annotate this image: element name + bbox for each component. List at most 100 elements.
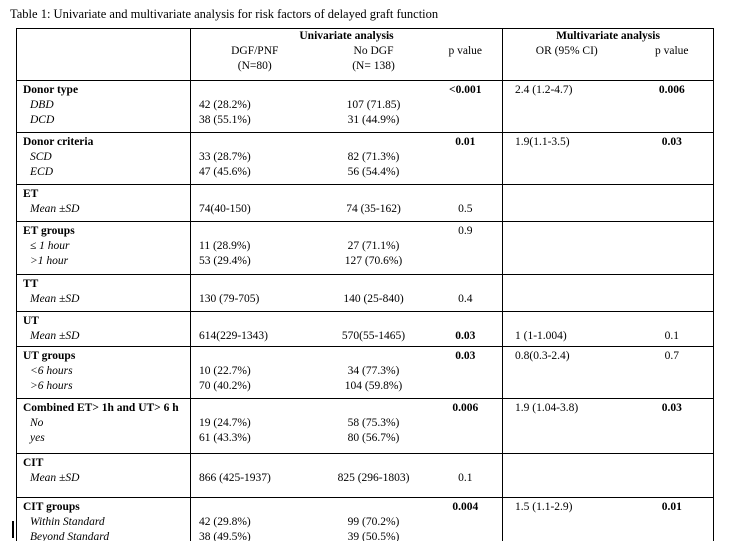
table-header: Univariate analysis Multivariate analysi…	[16, 28, 714, 81]
cell-label: Mean ±SD	[16, 329, 191, 347]
risk-factors-table: Univariate analysis Multivariate analysi…	[16, 28, 715, 541]
cell-or: 1.9(1.1-3.5)	[502, 132, 631, 150]
cell-dgf: 70 (40.2%)	[199, 380, 251, 392]
cell-label: >6 hours	[16, 379, 191, 399]
cell-pvalue-univariate: 0.006	[428, 398, 503, 416]
table-row: Combined ET> 1h and UT> 6 h 0.006 1.9 (1…	[16, 398, 714, 416]
cell-label: >1 hour	[16, 254, 191, 275]
cell-or: 2.4 (1.2-4.7)	[502, 80, 631, 98]
header-row-columns: DGF/PNF No DGF p value OR (95% CI) p val…	[17, 44, 714, 59]
table-row: Mean ±SD 614(229-1343) 570(55-1465) 0.03…	[16, 329, 714, 347]
cell-nodgf: 34 (77.3%)	[347, 365, 400, 377]
cell-or: 1.5 (1.1-2.9)	[502, 497, 631, 515]
cell-label: ≤ 1 hour	[16, 239, 191, 254]
table-row: ET	[16, 184, 714, 202]
cell-dgf: 42 (29.8%)	[199, 516, 251, 528]
table-row: DBD 42 (28.2%) 107 (71.85)	[16, 98, 714, 113]
row-group-cit-groups: CIT groups 0.004 1.5 (1.1-2.9) 0.01 With…	[16, 497, 714, 541]
cell-pvalue-multivariate: 0.03	[630, 132, 714, 150]
row-group-et-groups: ET groups 0.9 ≤ 1 hour 11 (28.9%) 27 (71…	[16, 221, 714, 275]
cell-nodgf: 127 (70.6%)	[344, 255, 403, 267]
table-row: Mean ±SD 130 (79-705) 140 (25-840) 0.4	[16, 292, 714, 312]
header-row-analysis: Univariate analysis Multivariate analysi…	[16, 28, 714, 81]
table-row: yes 61 (43.3%) 80 (56.7%)	[16, 431, 714, 454]
header-univariate: Univariate analysis	[299, 30, 394, 42]
cell-label: Mean ±SD	[16, 202, 191, 222]
table-row: Mean ±SD 74(40-150) 74 (35-162) 0.5	[16, 202, 714, 222]
cell-nodgf: 99 (70.2%)	[347, 516, 400, 528]
row-group-combined-et-ut: Combined ET> 1h and UT> 6 h 0.006 1.9 (1…	[16, 398, 714, 454]
row-group-donor-type: Donor type <0.001 2.4 (1.2-4.7) 0.006 DB…	[16, 80, 714, 133]
cell-pvalue-univariate: 0.9	[428, 221, 503, 239]
cell-dgf: 19 (24.7%)	[199, 417, 251, 429]
table-row: No 19 (24.7%) 58 (75.3%)	[16, 416, 714, 431]
cell-dgf: 10 (22.7%)	[199, 365, 251, 377]
cell-pvalue-univariate: 0.03	[428, 346, 503, 364]
cell-dgf: 47 (45.6%)	[199, 166, 251, 178]
row-group-ut-groups: UT groups 0.03 0.8(0.3-2.4) 0.7 <6 hours…	[16, 346, 714, 399]
row-group-donor-criteria: Donor criteria 0.01 1.9(1.1-3.5) 0.03 SC…	[16, 132, 714, 185]
cell-pvalue-multivariate: 0.01	[630, 497, 714, 515]
cell-label: ECD	[16, 165, 191, 185]
cell-dgf: 53 (29.4%)	[199, 255, 251, 267]
cell-dgf: 61 (43.3%)	[199, 432, 251, 444]
header-cell-empty	[16, 28, 191, 81]
header-pvalue-univariate: p value	[448, 45, 483, 57]
cell-dgf: 38 (55.1%)	[199, 114, 251, 126]
cell-nodgf: 74 (35-162)	[346, 203, 401, 215]
table-row: >1 hour 53 (29.4%) 127 (70.6%)	[16, 254, 714, 275]
cell-label: Donor criteria	[16, 132, 191, 150]
cell-dgf: 33 (28.7%)	[199, 151, 251, 163]
header-nodgf: No DGF	[353, 45, 394, 57]
cell-pvalue-univariate: 0.1	[458, 472, 473, 484]
cell-or: 0.8(0.3-2.4)	[502, 346, 631, 364]
row-group-ut: UT Mean ±SD 614(229-1343) 570(55-1465) 0…	[16, 311, 714, 347]
table-row: >6 hours 70 (40.2%) 104 (59.8%)	[16, 379, 714, 399]
cell-label: Beyond Standard	[16, 530, 191, 541]
table-row: Within Standard 42 (29.8%) 99 (70.2%)	[16, 515, 714, 530]
cell-label: Mean ±SD	[16, 292, 191, 312]
cell-pvalue-univariate: 0.004	[428, 497, 503, 515]
table-row: TT	[16, 274, 714, 292]
cell-nodgf: 140 (25-840)	[343, 293, 404, 305]
cell-dgf: 74(40-150)	[199, 203, 251, 215]
header-multivariate: Multivariate analysis	[502, 28, 714, 44]
cell-nodgf: 58 (75.3%)	[347, 417, 400, 429]
cell-pvalue-multivariate: 0.03	[630, 398, 714, 416]
cell-or: 1 (1-1.004)	[502, 329, 631, 347]
table-row: UT	[16, 311, 714, 329]
table-row: Beyond Standard 38 (49.5%) 39 (50.5%)	[16, 530, 714, 541]
cell-label: CIT	[16, 453, 191, 471]
cell-dgf: 38 (49.5%)	[199, 531, 251, 541]
cell-dgf: 130 (79-705)	[199, 293, 260, 305]
cell-nodgf: 56 (54.4%)	[347, 166, 400, 178]
table-row: Donor criteria 0.01 1.9(1.1-3.5) 0.03	[16, 132, 714, 150]
cell-label: Mean ±SD	[16, 471, 191, 498]
cell-label: TT	[16, 274, 191, 292]
table-row: UT groups 0.03 0.8(0.3-2.4) 0.7	[16, 346, 714, 364]
cell-label: yes	[16, 431, 191, 454]
cell-pvalue-univariate: 0.03	[455, 330, 476, 342]
table-row: Mean ±SD 866 (425-1937) 825 (296-1803) 0…	[16, 471, 714, 498]
cell-nodgf: 570(55-1465)	[341, 330, 406, 342]
header-dgf: DGF/PNF	[231, 45, 279, 57]
cell-label: SCD	[16, 150, 191, 165]
header-or-ci: OR (95% CI)	[502, 44, 631, 59]
header-dgf-n: (N=80)	[237, 60, 272, 72]
cell-pvalue-univariate: 0.4	[458, 293, 473, 305]
cell-label: UT	[16, 311, 191, 329]
table-row: SCD 33 (28.7%) 82 (71.3%)	[16, 150, 714, 165]
cell-or: 1.9 (1.04-3.8)	[502, 398, 631, 416]
cell-nodgf: 107 (71.85)	[346, 99, 401, 111]
table-row: <6 hours 10 (22.7%) 34 (77.3%)	[16, 364, 714, 379]
cell-nodgf: 27 (71.1%)	[347, 240, 400, 252]
row-group-et: ET Mean ±SD 74(40-150) 74 (35-162) 0.5	[16, 184, 714, 222]
cell-nodgf: 82 (71.3%)	[347, 151, 400, 163]
cell-label: ET	[16, 184, 191, 202]
cell-nodgf: 80 (56.7%)	[347, 432, 400, 444]
cell-nodgf	[318, 80, 429, 98]
cell-label: DCD	[16, 113, 191, 133]
table-caption: Table 1: Univariate and multivariate ana…	[10, 7, 439, 21]
table-row: Donor type <0.001 2.4 (1.2-4.7) 0.006	[16, 80, 714, 98]
